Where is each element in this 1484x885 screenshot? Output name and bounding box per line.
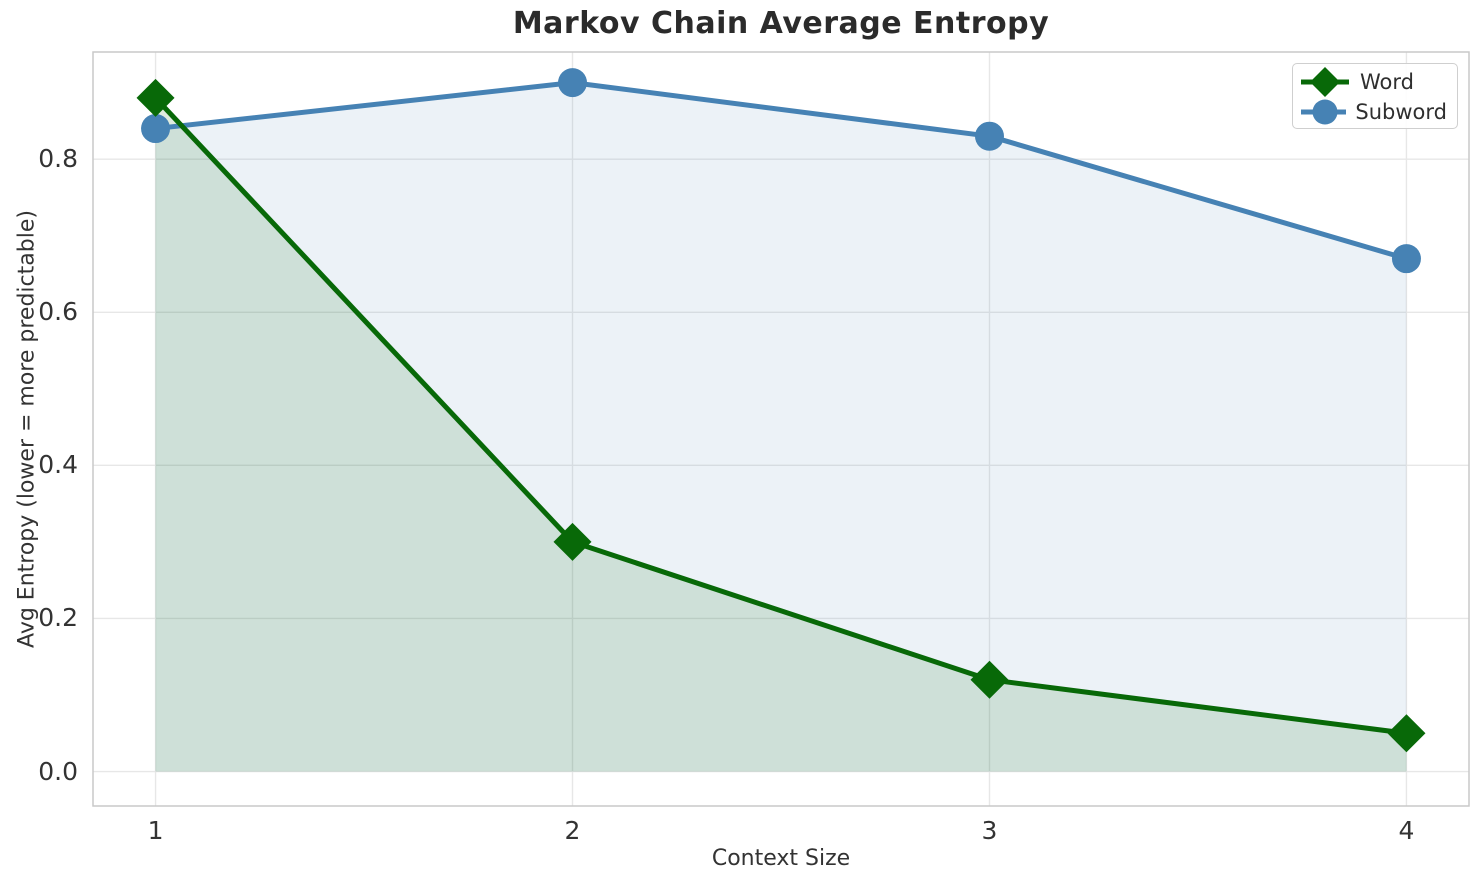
legend-item-subword: Subword bbox=[1299, 97, 1447, 127]
circle-marker bbox=[1391, 244, 1421, 274]
y-axis-label: Avg Entropy (lower = more predictable) bbox=[14, 210, 40, 648]
y-tick-label: 0.2 bbox=[38, 603, 78, 633]
circle-marker bbox=[558, 68, 588, 98]
circle-marker bbox=[141, 114, 171, 144]
x-tick-label: 1 bbox=[147, 816, 164, 845]
y-tick-label: 0.0 bbox=[38, 756, 78, 786]
legend-item-word: Word bbox=[1299, 67, 1447, 97]
x-axis-label: Context Size bbox=[711, 846, 851, 871]
subword-circle-marker-icon bbox=[1301, 99, 1347, 125]
legend-label-subword: Subword bbox=[1355, 100, 1447, 124]
y-tick-label: 0.4 bbox=[38, 450, 78, 480]
axes-border bbox=[92, 51, 1470, 807]
y-tick-label: 0.6 bbox=[38, 297, 78, 327]
legend-label-word: Word bbox=[1360, 70, 1414, 94]
line-subword bbox=[155, 80, 1408, 262]
diamond-marker bbox=[136, 78, 175, 117]
y-tick-label: 0.8 bbox=[38, 144, 78, 174]
area-fill-word bbox=[155, 97, 1407, 772]
x-tick-label: 3 bbox=[981, 816, 998, 845]
word-diamond-marker-icon bbox=[1301, 67, 1349, 97]
legend: Word Subword bbox=[1292, 63, 1458, 129]
x-tick-label: 4 bbox=[1398, 816, 1415, 845]
x-tick-label: 2 bbox=[564, 816, 581, 845]
diamond-marker bbox=[1387, 714, 1426, 753]
diamond-marker bbox=[970, 660, 1009, 699]
diamond-marker bbox=[553, 522, 592, 561]
line-word bbox=[153, 96, 1407, 736]
area-fill-subword bbox=[155, 82, 1407, 772]
chart-title: Markov Chain Average Entropy bbox=[512, 6, 1050, 41]
circle-marker bbox=[974, 121, 1004, 151]
